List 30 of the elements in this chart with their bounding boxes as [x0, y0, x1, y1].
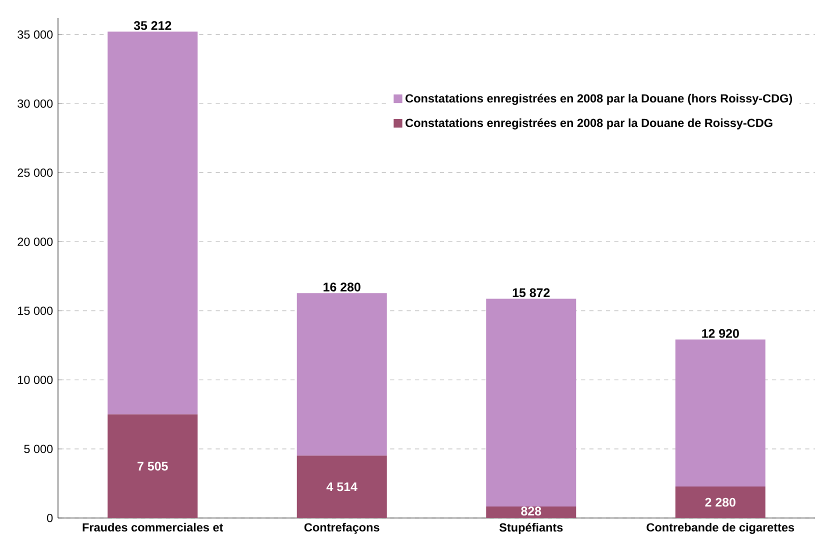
data-label: 828: [521, 506, 542, 516]
bar: [108, 32, 198, 414]
legend-label: Constatations enregistrées en 2008 par la Douane (hors Roissy-CDG): [406, 94, 792, 105]
data-label: 7 505: [138, 462, 168, 471]
data-label: 4 514: [326, 482, 358, 492]
y-tick-label: 10 000: [18, 376, 53, 384]
x-tick-label: Fraudes commerciales et: [82, 522, 224, 532]
bar: [108, 414, 198, 518]
y-tick-label: 20 000: [18, 238, 53, 246]
legend-label: Constatations enregistrées en 2008 par la Douane de Roissy-CDG: [406, 118, 772, 130]
y-tick-label: 35 000: [18, 30, 53, 39]
total-label: 35 212: [134, 21, 172, 30]
bar: [486, 298, 576, 507]
total-label: 15 872: [512, 288, 550, 298]
y-tick-label: 25 000: [18, 168, 53, 177]
bar: [486, 506, 576, 518]
x-tick-label: Stupéfiants: [499, 522, 563, 534]
total-label: 16 280: [324, 282, 360, 292]
bar: [296, 293, 387, 456]
bar: [296, 456, 387, 518]
x-tick-label: Contrefaçons: [304, 522, 380, 534]
y-tick-label: 30 000: [18, 99, 53, 108]
bar: [675, 486, 766, 518]
bar: [675, 340, 766, 487]
x-tick-label: Contrebande de cigarettes: [646, 522, 794, 534]
data-label: 2 280: [705, 498, 736, 507]
total-label: 12 920: [702, 329, 739, 338]
y-tick-label: 15 000: [18, 306, 53, 315]
y-tick-label: 5 000: [24, 444, 53, 454]
y-tick-label: 0: [47, 514, 53, 522]
